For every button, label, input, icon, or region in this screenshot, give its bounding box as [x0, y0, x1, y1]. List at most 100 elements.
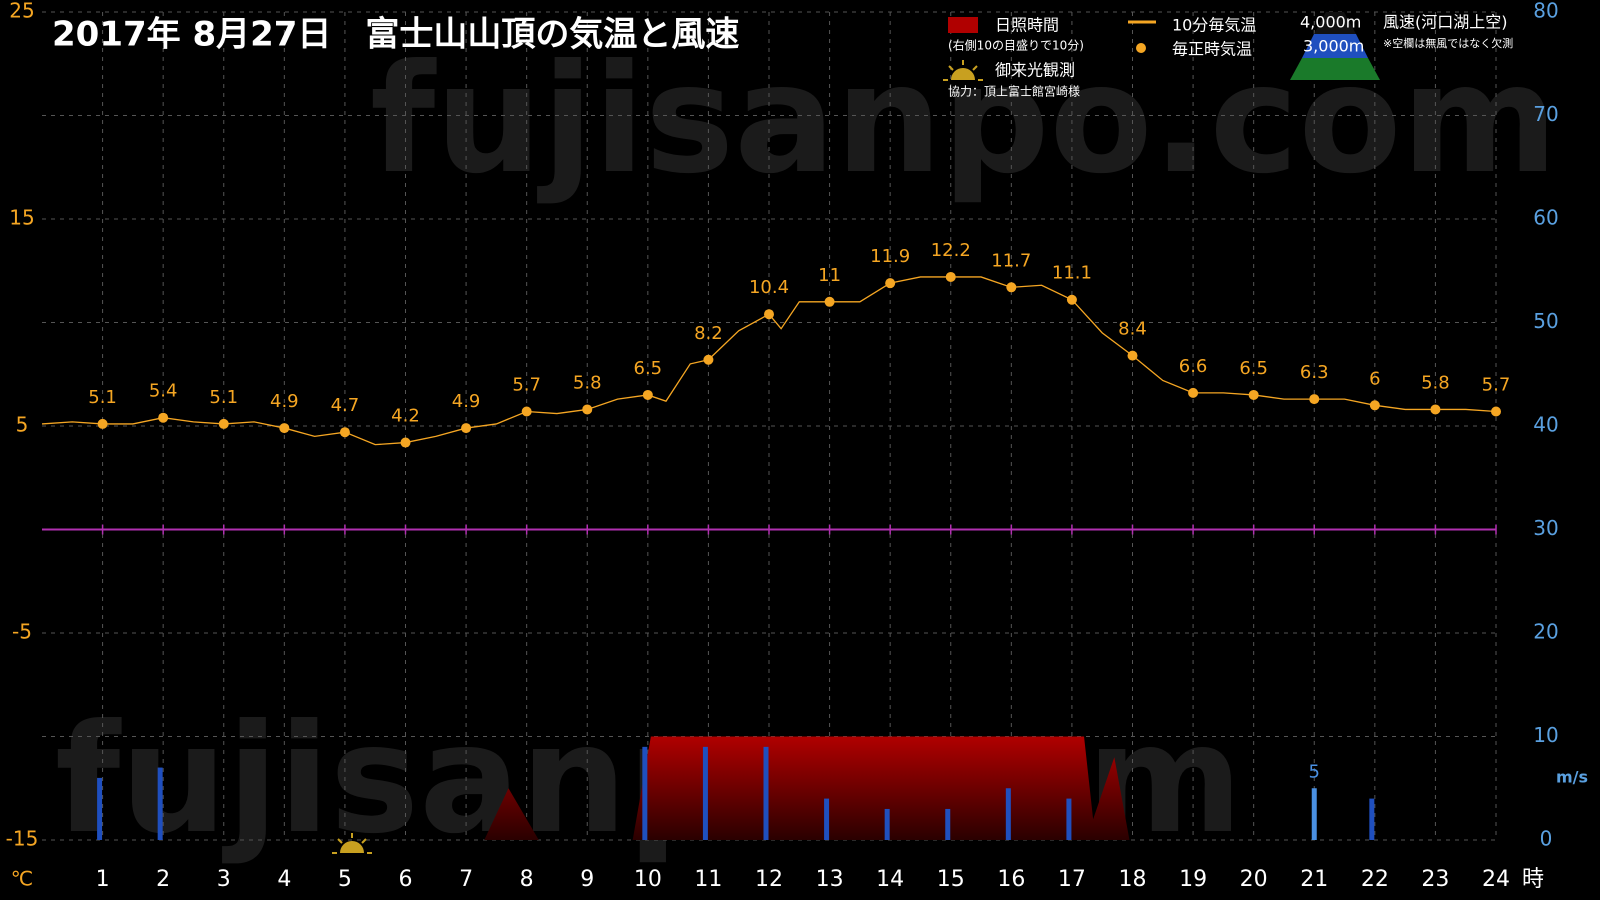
legend-title: 風速(河口湖上空)	[1383, 13, 1508, 32]
y2-tick-label: 10	[1533, 723, 1558, 747]
y2-tick-label: 50	[1533, 309, 1558, 333]
y-tick-label: -15	[6, 827, 39, 851]
legend-sublabel: (右側10の目盛りで10分)	[948, 38, 1084, 53]
x-tick-label: 10	[634, 867, 662, 892]
legend-label: 3,000m	[1303, 37, 1364, 56]
x-tick-label: 14	[876, 867, 904, 892]
legend-label: 日照時間	[995, 16, 1059, 35]
hourly-point	[1066, 294, 1077, 305]
hourly-point	[582, 404, 593, 415]
data-label: 6.6	[1179, 356, 1208, 377]
wind-bar	[642, 746, 648, 840]
hourly-point	[1127, 350, 1138, 361]
hourly-point	[824, 296, 835, 307]
y-tick-label: 15	[9, 206, 34, 230]
wind-bar	[1311, 788, 1317, 840]
data-label: 6.3	[1300, 362, 1329, 383]
hourly-point	[279, 423, 290, 434]
x-tick-label: 22	[1361, 867, 1389, 892]
x-tick-label: 8	[520, 867, 534, 892]
data-label: 4.2	[391, 406, 420, 427]
y2-tick-label: 30	[1533, 516, 1558, 540]
x-tick-label: 11	[694, 867, 722, 892]
wind-bar	[702, 746, 708, 840]
legend-label: 御来光観測	[995, 61, 1075, 80]
wind-bar	[763, 746, 769, 840]
legend-mountain	[1302, 34, 1368, 58]
legend-label: 10分毎気温	[1172, 16, 1256, 35]
legend-swatch	[1136, 43, 1146, 53]
data-label: 12.2	[931, 240, 971, 261]
hourly-point	[521, 406, 532, 417]
wind-bar	[157, 767, 163, 840]
x-tick-label: 4	[277, 867, 291, 892]
data-label: 8.4	[1118, 319, 1147, 340]
data-label: 11.9	[870, 246, 910, 267]
hourly-point	[97, 418, 108, 429]
data-label: 11	[818, 265, 841, 286]
x-tick-label: 18	[1119, 867, 1147, 892]
hourly-point	[1188, 387, 1199, 398]
data-label: 8.2	[694, 323, 723, 344]
y-tick-label: 5	[16, 413, 29, 437]
x-tick-label: 23	[1421, 867, 1449, 892]
credit: 協力：頂上富士館宮崎様	[948, 84, 1080, 99]
y2-axis-unit: m/s	[1556, 768, 1588, 787]
x-tick-label: 20	[1240, 867, 1268, 892]
hourly-point	[642, 389, 653, 400]
x-tick-label: 16	[997, 867, 1025, 892]
x-tick-label: 19	[1179, 867, 1207, 892]
y2-tick-label: 20	[1533, 620, 1558, 644]
data-label: 5.8	[1421, 372, 1450, 393]
y2-tick-label: 80	[1533, 0, 1558, 23]
data-label: 5.4	[149, 381, 178, 402]
wind-bar	[884, 808, 890, 840]
x-tick-label: 9	[580, 867, 594, 892]
x-tick-label: 5	[338, 867, 352, 892]
hourly-point	[158, 412, 169, 423]
hourly-point	[218, 418, 229, 429]
hourly-point	[945, 271, 956, 282]
hourly-point	[339, 427, 350, 438]
y-tick-label: -5	[12, 620, 32, 644]
legend-label: 毎正時気温	[1172, 40, 1252, 59]
wind-bar	[1369, 798, 1375, 840]
chart-title: 2017年 8月27日 富士山山頂の気温と風速	[52, 15, 739, 55]
y-tick-label: 25	[9, 0, 34, 23]
x-tick-label: 17	[1058, 867, 1086, 892]
data-label: 5.7	[512, 375, 541, 396]
data-label: 5.7	[1482, 375, 1511, 396]
wind-bar	[945, 808, 951, 840]
data-label: 4.7	[331, 395, 360, 416]
hourly-point	[1006, 282, 1017, 293]
legend-mountain	[1314, 12, 1356, 34]
x-tick-label: 2	[156, 867, 170, 892]
legend-note: ※空欄は無風ではなく欠測	[1383, 36, 1513, 50]
x-tick-label: 15	[937, 867, 965, 892]
hourly-point	[764, 309, 774, 320]
x-tick-label: 6	[399, 867, 413, 892]
data-label: 11.1	[1052, 263, 1092, 284]
data-label: 6.5	[1239, 358, 1268, 379]
data-label: 11.7	[991, 250, 1031, 271]
hourly-point	[1430, 404, 1441, 415]
y-axis-unit: ℃	[11, 867, 33, 891]
hourly-point	[1491, 406, 1501, 417]
watermark: fujisanpo.com	[370, 33, 1558, 207]
x-tick-label: 21	[1300, 867, 1328, 892]
legend-mountain	[1290, 58, 1380, 80]
hourly-point	[1369, 400, 1380, 411]
x-tick-label: 12	[755, 867, 783, 892]
x-tick-label: 13	[816, 867, 844, 892]
wind-bar	[824, 798, 830, 840]
data-label: 6	[1369, 368, 1380, 389]
data-label: 6.5	[634, 358, 663, 379]
data-label: 5.8	[573, 372, 602, 393]
hourly-point	[1309, 394, 1320, 405]
y2-tick-label: 0	[1540, 827, 1553, 851]
x-tick-label: 3	[217, 867, 231, 892]
hourly-point	[885, 278, 896, 289]
wind-bar	[1005, 788, 1011, 840]
